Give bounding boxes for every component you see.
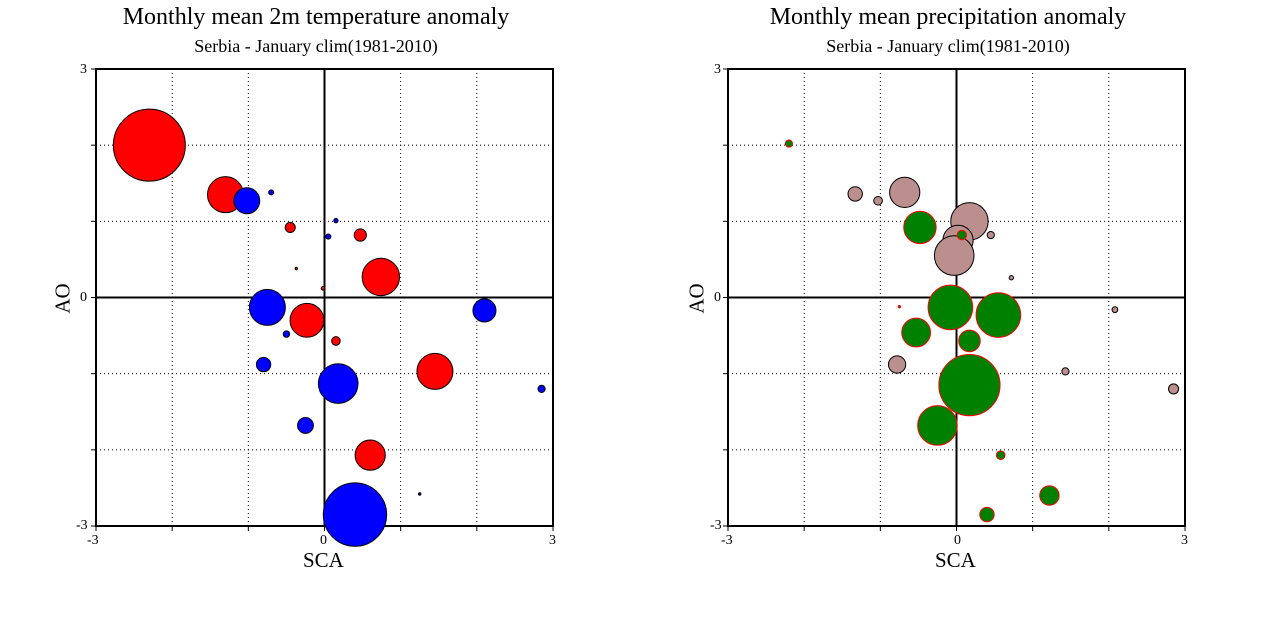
data-bubble-positive [1039,485,1060,506]
y-tick-label-top: 3 [714,62,721,77]
data-bubble-positive [975,292,1022,338]
data-bubble-positive [958,329,981,353]
data-bubble-negative [333,217,339,224]
data-bubble-negative [255,356,272,373]
data-bubble-negative [1008,275,1014,281]
x-tick-label-zero: 0 [954,533,961,548]
data-bubble-positive [938,353,1001,417]
data-bubble-positive [294,266,299,271]
x-tick-label-right: 3 [549,533,556,548]
data-bubble-positive [979,506,995,523]
data-bubble-negative [297,417,314,434]
chart-subtitle: Serbia - January clim(1981-2010) [826,36,1070,56]
data-bubble-negative [325,233,332,240]
chart-title: Monthly mean precipitation anomaly [769,4,1127,30]
data-bubble-negative [887,355,907,374]
data-bubble-negative [986,230,995,240]
y-tick-label-top: 3 [80,62,87,77]
chart-title: Monthly mean 2m temperature anomaly [122,4,510,30]
y-tick-label-zero: 0 [80,290,87,305]
data-bubble-positive [284,221,296,233]
y-tick-label-bottom: -3 [710,518,722,533]
data-bubble-positive [784,139,794,148]
x-tick-label-zero: 0 [320,533,327,548]
y-axis-label: AO [50,283,75,314]
data-bubble-positive [112,108,186,182]
data-bubble-negative [248,288,286,326]
chart-subtitle: Serbia - January clim(1981-2010) [194,36,438,56]
data-bubble-positive [354,439,386,471]
temperature-plot [91,68,554,547]
data-bubble-negative [322,482,388,547]
data-bubble-positive [353,228,367,242]
data-bubble-negative [233,187,261,215]
data-bubble-negative [1111,306,1119,314]
temperature-chart-panel: Monthly mean 2m temperature anomaly Serb… [50,4,556,572]
data-bubble-positive [927,284,974,331]
data-bubble-negative [1061,367,1070,376]
data-bubble-negative [282,330,291,338]
data-bubble-negative [418,492,422,496]
precipitation-chart-panel: Monthly mean precipitation anomaly Serbi… [632,0,1264,622]
data-bubble-positive [320,286,326,291]
data-bubble-positive [289,302,325,338]
data-bubble-negative [889,176,921,209]
data-bubble-positive [956,229,968,241]
data-bubble-negative [933,235,975,276]
x-tick-label-right: 3 [1181,533,1188,548]
data-bubble-positive [901,317,932,348]
data-bubble-positive [903,210,937,245]
data-bubble-negative [847,186,863,202]
x-tick-label-left: -3 [87,533,99,548]
data-bubble-negative [1168,383,1180,395]
data-bubble-negative [317,363,359,404]
data-bubble-positive [331,336,341,346]
data-bubble-positive [416,352,454,390]
precipitation-plot [723,68,1186,531]
data-bubble-positive [917,405,958,446]
y-tick-label-bottom: -3 [76,518,88,533]
data-bubble-positive [995,450,1006,460]
data-bubble-negative [268,189,275,196]
plot-frame [727,68,1186,527]
y-axis-label: AO [684,283,709,314]
data-bubble-negative [537,384,546,393]
plot-frame [95,68,554,527]
x-axis-label: SCA [935,548,976,572]
y-tick-label-zero: 0 [714,290,721,305]
data-bubble-positive [897,304,902,309]
x-tick-label-left: -3 [721,533,733,548]
data-bubble-positive [361,257,401,297]
data-bubble-negative [873,195,883,206]
data-bubble-negative [472,298,497,323]
x-axis-label: SCA [303,548,344,572]
